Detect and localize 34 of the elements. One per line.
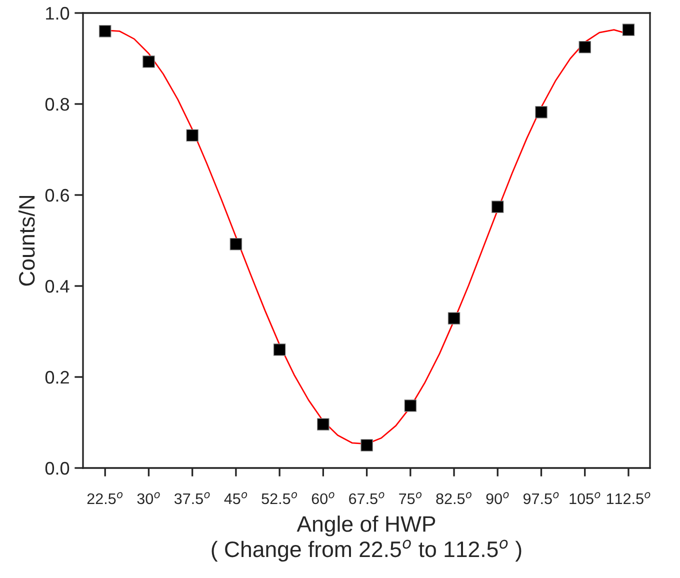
y-tick-label: 0.4 — [45, 280, 70, 293]
x-tick-label: 82.5$^{o}$ — [436, 492, 472, 504]
y-tick-label: 0.8 — [45, 98, 70, 111]
point — [142, 56, 155, 68]
point — [404, 400, 417, 412]
x-tick-label: 30$^{o}$ — [137, 492, 160, 504]
point — [491, 200, 504, 213]
point — [317, 418, 330, 430]
y-tick-label: 1.0 — [46, 6, 70, 20]
x-tick-label: 67.5$^{o}$ — [349, 492, 384, 504]
x-tick-label: 60$^{o}$ — [312, 492, 334, 504]
point — [448, 312, 460, 324]
x-tick-label: 37.5$^{o}$ — [174, 492, 210, 504]
x-tick-label: 52.5$^{o}$ — [262, 492, 298, 504]
x-tick-label: 45$^{o}$ — [224, 492, 248, 504]
x-axis-title: Angle of HWP ( Change from 22.5$^{o}$ to 112.5$^{o}$ ) — [212, 516, 522, 562]
x-tick-label: 112.5$^{o}$ — [606, 492, 650, 504]
y-tick-label: 0.0 — [45, 462, 70, 475]
point — [98, 25, 112, 38]
y-tick-label: 0.6 — [45, 188, 70, 202]
x-tick-label: 75$^{o}$ — [399, 492, 422, 504]
x-tick-label: 97.5$^{o}$ — [523, 492, 559, 504]
point — [273, 344, 286, 356]
point — [622, 24, 635, 36]
point — [186, 129, 198, 142]
y-axis-title: Counts/N — [18, 196, 35, 286]
x-tick-label: 90$^{o}$ — [486, 492, 509, 504]
x-tick-label: 105$^{o}$ — [570, 492, 600, 504]
x-tick-label: 22.5$^{o}$ — [87, 492, 123, 504]
point — [578, 40, 592, 54]
y-tick-label: 0.2 — [45, 370, 69, 384]
point — [230, 238, 242, 250]
point — [360, 439, 373, 452]
point — [535, 106, 548, 118]
